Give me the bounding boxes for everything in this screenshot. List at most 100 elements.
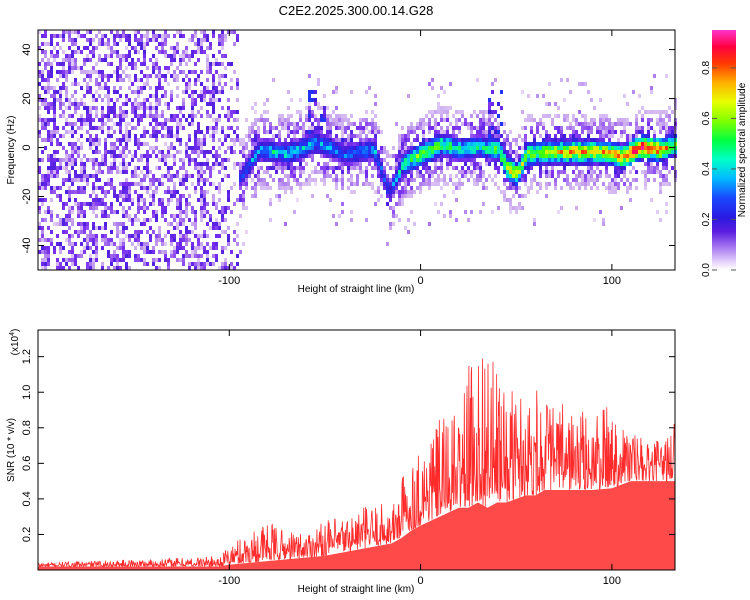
spectrogram-cell (542, 162, 545, 166)
spectrogram-cell (188, 230, 191, 234)
spectrogram-cell (62, 258, 65, 262)
spectrogram-cell (500, 106, 503, 110)
spectrogram-cell (140, 158, 143, 162)
spectrogram-cell (575, 158, 578, 162)
spectrogram-cell (86, 118, 89, 122)
spectrogram-cell (233, 30, 236, 34)
spectrogram-cell (65, 94, 68, 98)
spectrogram-y-tick-label: -40 (21, 238, 33, 254)
spectrogram-cell (605, 166, 608, 170)
spectrogram-cell (185, 150, 188, 154)
spectrogram-cell (518, 162, 521, 166)
spectrogram-cell (131, 154, 134, 158)
spectrogram-cell (71, 126, 74, 130)
spectrogram-cell (200, 266, 203, 270)
spectrogram-cell (584, 158, 587, 162)
spectrogram-cell (83, 174, 86, 178)
spectrogram-cell (125, 126, 128, 130)
spectrogram-cell (62, 50, 65, 54)
spectrogram-cell (428, 110, 431, 114)
spectrogram-cell (245, 158, 248, 162)
spectrogram-cell (107, 130, 110, 134)
spectrogram-cell (92, 54, 95, 58)
spectrogram-cell (275, 194, 278, 198)
spectrogram-cell (233, 110, 236, 114)
spectrogram-cell (41, 34, 44, 38)
spectrogram-cell (488, 150, 491, 154)
spectrogram-cell (593, 122, 596, 126)
spectrogram-cell (89, 262, 92, 266)
spectrogram-cell (467, 158, 470, 162)
spectrogram-cell (197, 174, 200, 178)
spectrogram-cell (476, 126, 479, 130)
spectrogram-cell (251, 178, 254, 182)
spectrogram-cell (488, 142, 491, 146)
spectrogram-cell (659, 158, 662, 162)
spectrogram-cell (341, 118, 344, 122)
spectrogram-cell (401, 158, 404, 162)
spectrogram-cell (281, 114, 284, 118)
spectrogram-cell (620, 130, 623, 134)
spectrogram-cell (200, 234, 203, 238)
spectrogram-cell (140, 46, 143, 50)
spectrogram-cell (92, 206, 95, 210)
spectrogram-cell (224, 138, 227, 142)
spectrogram-cell (572, 118, 575, 122)
spectrogram-cell (119, 114, 122, 118)
spectrogram-cell (89, 194, 92, 198)
spectrogram-cell (158, 50, 161, 54)
spectrogram-cell (239, 166, 242, 170)
spectrogram-cell (38, 30, 41, 34)
spectrogram-cell (425, 158, 428, 162)
spectrogram-cell (107, 126, 110, 130)
spectrogram-cell (98, 30, 101, 34)
spectrogram-cell (341, 122, 344, 126)
spectrogram-cell (188, 138, 191, 142)
spectrogram-cell (647, 146, 650, 150)
spectrogram-cell (116, 42, 119, 46)
spectrogram-cell (287, 122, 290, 126)
spectrogram-cell (287, 90, 290, 94)
spectrogram-cell (371, 138, 374, 142)
spectrogram-cell (74, 258, 77, 262)
spectrogram-cell (47, 254, 50, 258)
spectrogram-cell (197, 162, 200, 166)
spectrogram-cell (473, 170, 476, 174)
spectrogram-cell (86, 58, 89, 62)
spectrogram-cell (293, 126, 296, 130)
spectrogram-cell (197, 178, 200, 182)
spectrogram-cell (248, 154, 251, 158)
spectrogram-cell (44, 246, 47, 250)
spectrogram-cell (191, 34, 194, 38)
spectrogram-cell (83, 94, 86, 98)
spectrogram-cell (284, 166, 287, 170)
spectrogram-cell (293, 146, 296, 150)
spectrogram-cell (512, 150, 515, 154)
spectrogram-cell (194, 50, 197, 54)
spectrogram-cell (518, 158, 521, 162)
spectrogram-cell (164, 90, 167, 94)
spectrogram-cell (470, 142, 473, 146)
spectrogram-cell (392, 210, 395, 214)
spectrogram-cell (422, 162, 425, 166)
spectrogram-cell (569, 162, 572, 166)
spectrogram-cell (410, 170, 413, 174)
spectrogram-cell (218, 38, 221, 42)
spectrogram-cell (140, 206, 143, 210)
spectrogram-cell (68, 154, 71, 158)
spectrogram-cell (215, 258, 218, 262)
snr-multiplier: (x104) (9, 329, 21, 356)
spectrogram-cell (494, 126, 497, 130)
spectrogram-cell (77, 202, 80, 206)
snr-multiplier-exp: 4 (9, 332, 16, 336)
spectrogram-cell (299, 126, 302, 130)
spectrogram-cell (326, 130, 329, 134)
spectrogram-cell (458, 182, 461, 186)
spectrogram-cell (158, 250, 161, 254)
spectrogram-cell (167, 150, 170, 154)
spectrogram-cell (209, 62, 212, 66)
spectrogram-cell (197, 138, 200, 142)
spectrogram-cell (476, 182, 479, 186)
spectrogram-cell (470, 114, 473, 118)
spectrogram-cell (263, 130, 266, 134)
